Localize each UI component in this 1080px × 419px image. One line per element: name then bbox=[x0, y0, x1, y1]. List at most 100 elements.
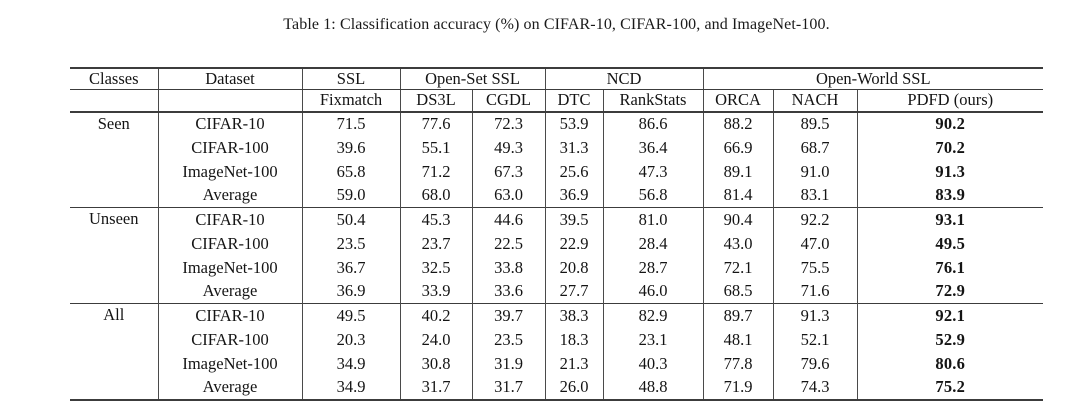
column-header-nach: NACH bbox=[773, 89, 858, 113]
data-cell: 31.7 bbox=[472, 375, 546, 400]
data-cell: 39.5 bbox=[545, 207, 604, 232]
data-cell: 56.8 bbox=[603, 183, 704, 208]
column-header-dataset: Dataset bbox=[158, 68, 303, 90]
class-label: All bbox=[70, 303, 159, 400]
class-label: Seen bbox=[70, 111, 159, 208]
data-cell: 50.4 bbox=[302, 207, 401, 232]
dataset-label: Average bbox=[158, 183, 303, 208]
column-header-fixmatch: Fixmatch bbox=[302, 89, 401, 113]
table-row: ImageNet-100 65.8 71.2 67.3 25.6 47.3 89… bbox=[70, 159, 1043, 184]
data-cell: 44.6 bbox=[472, 207, 546, 232]
table-row: CIFAR-100 39.6 55.1 49.3 31.3 36.4 66.9 … bbox=[70, 135, 1043, 160]
results-table: Classes Dataset SSL Open-Set SSL NCD Ope… bbox=[70, 67, 1043, 401]
data-cell: 33.9 bbox=[400, 279, 473, 304]
data-cell: 28.7 bbox=[603, 255, 704, 280]
data-cell: 65.8 bbox=[302, 159, 401, 184]
table-row: All CIFAR-10 49.5 40.2 39.7 38.3 82.9 89… bbox=[70, 303, 1043, 400]
dataset-label: Average bbox=[158, 375, 303, 400]
data-cell-ours: 83.9 bbox=[935, 185, 966, 205]
table-row: CIFAR-100 23.5 23.7 22.5 22.9 28.4 43.0 … bbox=[70, 231, 1043, 256]
empty-header-cell bbox=[158, 89, 303, 113]
data-cell: 23.7 bbox=[400, 231, 473, 256]
column-group-open-world-ssl: Open-World SSL bbox=[703, 68, 1043, 90]
data-cell: 36.7 bbox=[302, 255, 401, 280]
data-cell: 39.6 bbox=[302, 135, 401, 160]
table-row: Average 34.9 31.7 31.7 26.0 48.8 71.9 74… bbox=[70, 375, 1043, 400]
data-cell: 89.1 bbox=[703, 159, 774, 184]
data-cell: 25.6 bbox=[545, 159, 604, 184]
table-row: CIFAR-100 20.3 24.0 23.5 18.3 23.1 48.1 … bbox=[70, 327, 1043, 352]
data-cell: 31.9 bbox=[472, 351, 546, 376]
data-cell: 45.3 bbox=[400, 207, 473, 232]
data-cell: 36.9 bbox=[545, 183, 604, 208]
data-cell: 39.7 bbox=[472, 303, 546, 328]
dataset-label: CIFAR-10 bbox=[158, 111, 303, 136]
data-cell: 68.7 bbox=[773, 135, 858, 160]
data-cell: 31.7 bbox=[400, 375, 473, 400]
class-label: Unseen bbox=[70, 207, 159, 304]
data-cell: 72.1 bbox=[703, 255, 774, 280]
column-group-ncd: NCD bbox=[545, 68, 704, 90]
data-cell-ours: 93.1 bbox=[857, 207, 1043, 232]
data-cell: 66.9 bbox=[703, 135, 774, 160]
data-cell: 40.3 bbox=[603, 351, 704, 376]
dataset-label: ImageNet-100 bbox=[158, 255, 303, 280]
table-row: Unseen CIFAR-10 50.4 45.3 44.6 39.5 81.0… bbox=[70, 207, 1043, 304]
data-cell: 77.6 bbox=[400, 111, 473, 136]
data-cell: 31.3 bbox=[545, 135, 604, 160]
data-cell: 38.3 bbox=[545, 303, 604, 328]
data-cell: 91.3 bbox=[773, 303, 858, 328]
data-cell: 49.3 bbox=[472, 135, 546, 160]
data-cell: 23.5 bbox=[472, 327, 546, 352]
column-header-pdfd: PDFD (ours) bbox=[857, 89, 1043, 113]
data-cell: 22.5 bbox=[472, 231, 546, 256]
column-header-classes: Classes bbox=[70, 68, 159, 90]
data-cell-ours: 76.1 bbox=[935, 257, 966, 277]
data-cell: 86.6 bbox=[603, 111, 704, 136]
data-cell: 71.6 bbox=[773, 279, 858, 304]
data-cell: 34.9 bbox=[302, 351, 401, 376]
data-cell: 71.9 bbox=[703, 375, 774, 400]
data-cell: 48.8 bbox=[603, 375, 704, 400]
data-cell: 26.0 bbox=[545, 375, 604, 400]
data-cell: 36.9 bbox=[302, 279, 401, 304]
data-cell-ours: 80.6 bbox=[935, 353, 966, 373]
dataset-label: CIFAR-100 bbox=[158, 135, 303, 160]
data-cell-ours: 92.1 bbox=[857, 303, 1043, 328]
data-cell: 20.8 bbox=[545, 255, 604, 280]
data-cell: 23.5 bbox=[302, 231, 401, 256]
table-row: Average 36.9 33.9 33.6 27.7 46.0 68.5 71… bbox=[70, 279, 1043, 304]
data-cell: 55.1 bbox=[400, 135, 473, 160]
data-cell: 46.0 bbox=[603, 279, 704, 304]
dataset-label: Average bbox=[158, 279, 303, 304]
data-cell: 71.2 bbox=[400, 159, 473, 184]
data-cell: 81.0 bbox=[603, 207, 704, 232]
data-cell: 22.9 bbox=[545, 231, 604, 256]
data-cell-ours: 72.9 bbox=[935, 281, 966, 301]
data-cell: 89.7 bbox=[703, 303, 774, 328]
data-cell: 91.0 bbox=[773, 159, 858, 184]
data-cell-ours: 75.2 bbox=[935, 377, 966, 396]
data-cell: 92.2 bbox=[773, 207, 858, 232]
data-cell: 24.0 bbox=[400, 327, 473, 352]
data-cell: 82.9 bbox=[603, 303, 704, 328]
data-cell-ours: 90.2 bbox=[857, 111, 1043, 136]
data-cell-ours: 70.2 bbox=[935, 137, 966, 157]
dataset-label: CIFAR-10 bbox=[158, 303, 303, 328]
table-row: Average 59.0 68.0 63.0 36.9 56.8 81.4 83… bbox=[70, 183, 1043, 208]
data-cell: 28.4 bbox=[603, 231, 704, 256]
column-header-dtc: DTC bbox=[545, 89, 604, 113]
data-cell: 75.5 bbox=[773, 255, 858, 280]
data-cell: 40.2 bbox=[400, 303, 473, 328]
data-cell: 63.0 bbox=[472, 183, 546, 208]
dataset-label: CIFAR-10 bbox=[158, 207, 303, 232]
column-header-ds3l: DS3L bbox=[400, 89, 473, 113]
data-cell: 79.6 bbox=[773, 351, 858, 376]
empty-header-cell bbox=[70, 89, 159, 113]
data-cell: 32.5 bbox=[400, 255, 473, 280]
column-header-orca: ORCA bbox=[703, 89, 774, 113]
data-cell: 68.5 bbox=[703, 279, 774, 304]
data-cell: 81.4 bbox=[703, 183, 774, 208]
data-cell: 59.0 bbox=[302, 183, 401, 208]
